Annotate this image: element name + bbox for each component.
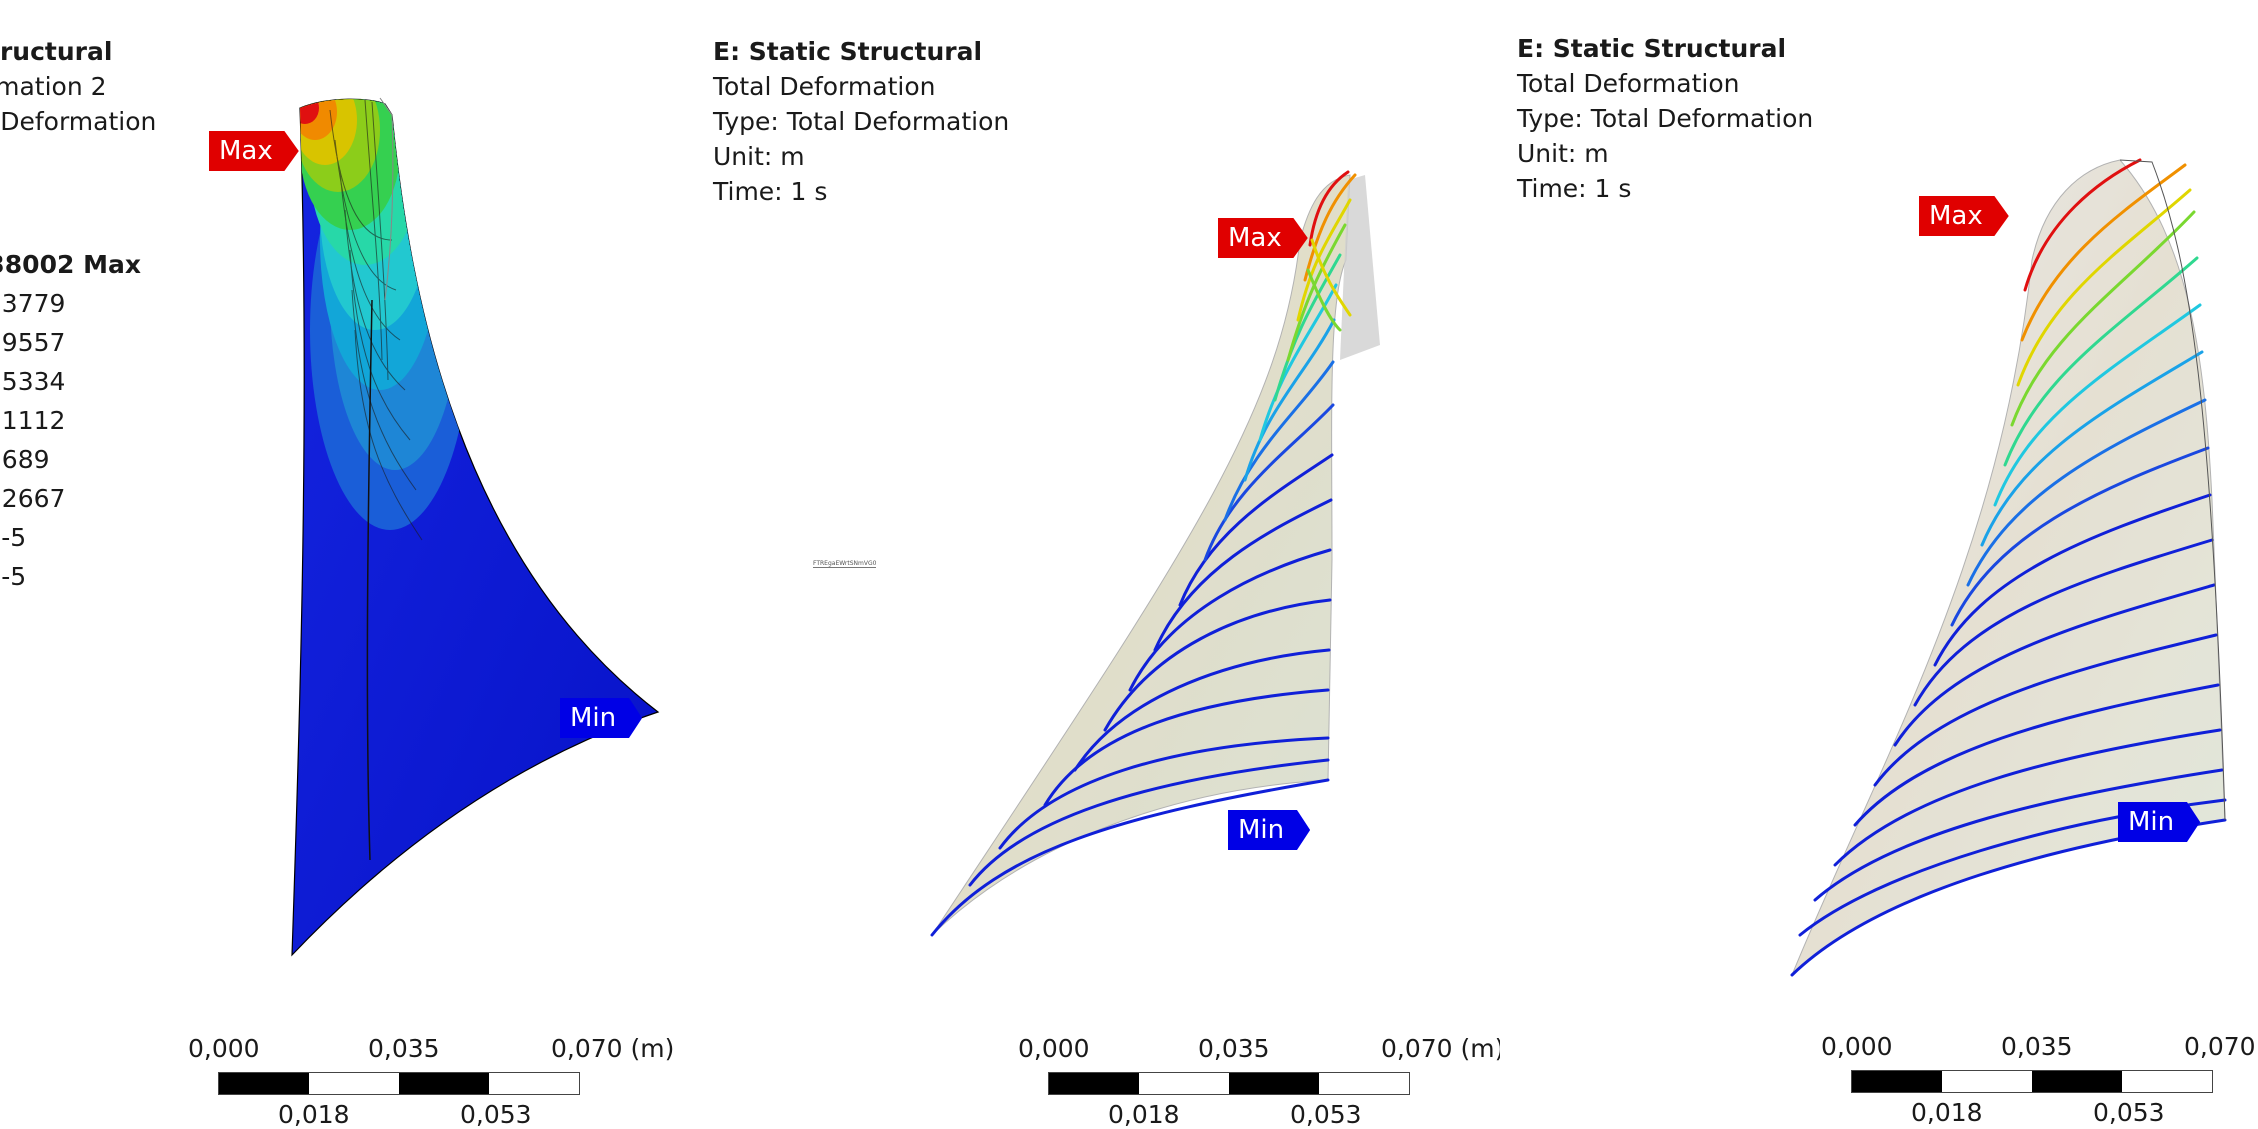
scale-label: 0,053 <box>1290 1100 1362 1129</box>
color-legend[interactable]: 038002 Max 033779 029557 025334 021112 0… <box>0 245 141 635</box>
max-marker: Max <box>1919 196 2009 236</box>
header-line: Time: 1 s <box>1517 174 1632 203</box>
scale-bar-segments <box>1851 1070 2213 1093</box>
scale-label: 0,070 ( <box>2184 1032 2258 1061</box>
result-header: E: Static Structural Total Deformation T… <box>713 34 1009 209</box>
header-line: Unit: m <box>1517 139 1609 168</box>
blade-model-sections[interactable] <box>700 0 1500 1129</box>
header-line: Total Deformation <box>1517 69 1740 98</box>
scale-label: 0,070 (m) <box>551 1034 675 1063</box>
header-line: Type: Total Deformation <box>713 107 1010 136</box>
scale-label: 0,053 <box>460 1100 532 1129</box>
min-marker: Min <box>1228 810 1311 850</box>
result-header: E: Static Structural Total Deformation T… <box>1517 31 1813 206</box>
scale-bar-segments <box>1048 1072 1410 1095</box>
header-line: Type: Total Deformation <box>1517 104 1814 133</box>
result-panel-1: Structural ormation 2 al Deformation 038… <box>0 0 700 1129</box>
scale-label: 0,018 <box>278 1100 350 1129</box>
scale-label: 0,000 <box>188 1034 260 1063</box>
header-line: Unit: m <box>713 142 805 171</box>
scale-label: 0,000 <box>1018 1034 1090 1063</box>
max-marker: Max <box>1218 218 1308 258</box>
header-line: al Deformation <box>0 107 157 136</box>
scale-bar-segments <box>218 1072 580 1095</box>
header-line: Time: 1 s <box>713 177 828 206</box>
max-marker: Max <box>209 131 299 171</box>
legend-value: 8e-5 <box>0 523 27 552</box>
header-line: Total Deformation <box>713 72 936 101</box>
header-title: E: Static Structural <box>1517 34 1787 63</box>
legend-value: 025334 <box>0 367 66 396</box>
scale-label: 0,035 <box>1198 1034 1270 1063</box>
header-line: ormation 2 <box>0 72 107 101</box>
legend-value: 4e-5 <box>0 562 27 591</box>
scale-label: 0,018 <box>1911 1098 1983 1127</box>
annotation-note: FTREgaEWrtSNmVG0 <box>813 560 877 568</box>
scale-label: 0,053 <box>2093 1098 2165 1127</box>
legend-value: 029557 <box>0 328 66 357</box>
blade-model-solid[interactable] <box>0 0 700 1129</box>
header-title: Structural <box>0 37 113 66</box>
result-panel-3: E: Static Structural Total Deformation T… <box>1500 0 2258 1129</box>
legend-value: 033779 <box>0 289 66 318</box>
result-panel-2: E: Static Structural Total Deformation T… <box>700 0 1500 1129</box>
min-marker: Min <box>560 698 643 738</box>
legend-value: 01689 <box>0 445 50 474</box>
legend-value-max: 038002 Max <box>0 250 141 279</box>
blade-model-sections-2[interactable] <box>1500 0 2258 1129</box>
result-header: Structural ormation 2 al Deformation <box>0 34 156 139</box>
legend-value: 021112 <box>0 406 66 435</box>
scale-label: 0,018 <box>1108 1100 1180 1129</box>
legend-value: 012667 <box>0 484 66 513</box>
scale-label: 0,035 <box>368 1034 440 1063</box>
header-title: E: Static Structural <box>713 37 983 66</box>
scale-label: 0,000 <box>1821 1032 1893 1061</box>
scale-label: 0,035 <box>2001 1032 2073 1061</box>
scale-label: 0,070 (m) <box>1381 1034 1500 1063</box>
min-marker: Min <box>2118 802 2201 842</box>
